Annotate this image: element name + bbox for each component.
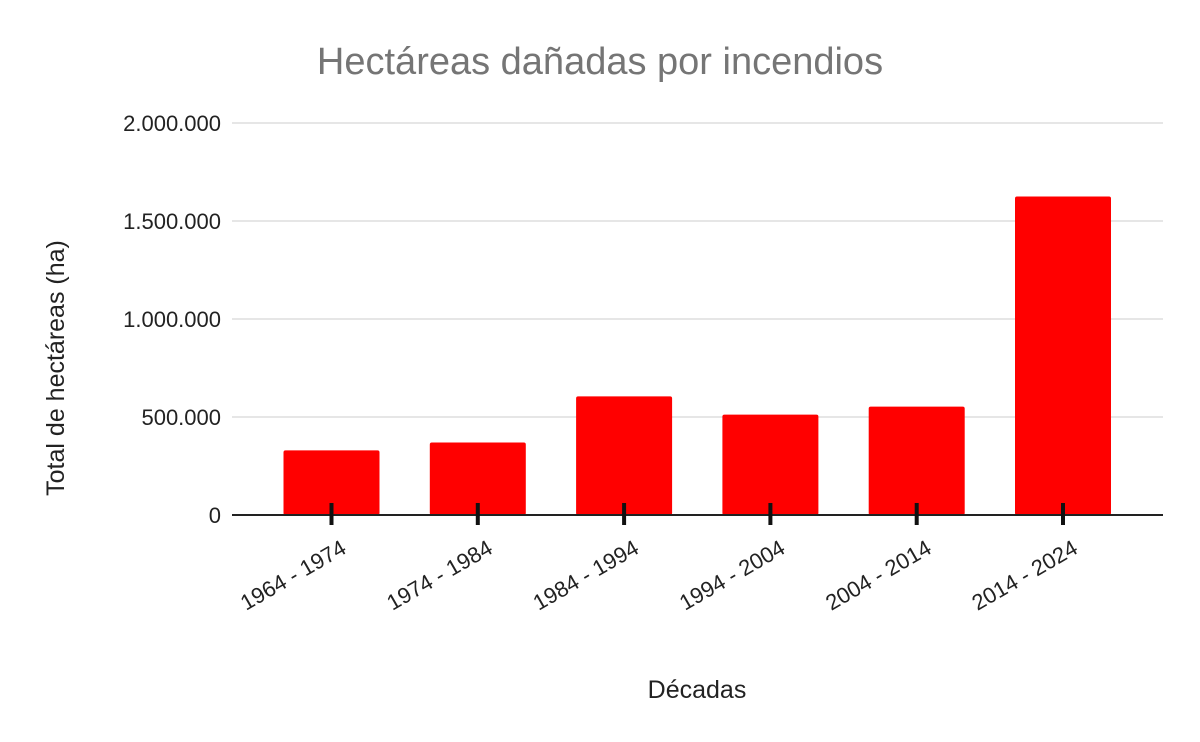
bar	[283, 450, 380, 515]
x-tick-label: 1984 - 1994	[529, 535, 643, 615]
bars	[283, 196, 1111, 515]
x-tick-label: 1994 - 2004	[675, 535, 789, 615]
gridlines	[232, 122, 1163, 418]
x-tick-label: 1974 - 1984	[382, 535, 496, 615]
x-axis-tick-labels: 1964 - 1974 1974 - 1984 1984 - 1994 1994 - …	[236, 535, 1082, 615]
bar	[576, 396, 673, 515]
x-axis-ticks	[329, 503, 1065, 525]
y-tick-label: 1.500.000	[123, 209, 221, 234]
x-tick-label: 2014 - 2024	[968, 535, 1082, 615]
bar	[722, 414, 819, 515]
bar	[868, 406, 965, 515]
chart-title: Hectáreas dañadas por incendios	[317, 41, 883, 83]
y-tick-label: 1.000.000	[123, 307, 221, 332]
y-axis-title: Total de hectáreas (ha)	[42, 240, 70, 496]
y-tick-label: 500.000	[141, 405, 221, 430]
bar	[1015, 196, 1111, 515]
y-axis-tick-labels: 0 500.000 1.000.000 1.500.000 2.000.000	[123, 111, 221, 528]
bar	[429, 442, 526, 515]
y-tick-label: 2.000.000	[123, 111, 221, 136]
y-tick-label: 0	[209, 503, 221, 528]
x-axis-title: Décadas	[648, 676, 747, 704]
x-tick-label: 1964 - 1974	[236, 535, 350, 615]
x-tick-label: 2004 - 2014	[821, 535, 935, 615]
